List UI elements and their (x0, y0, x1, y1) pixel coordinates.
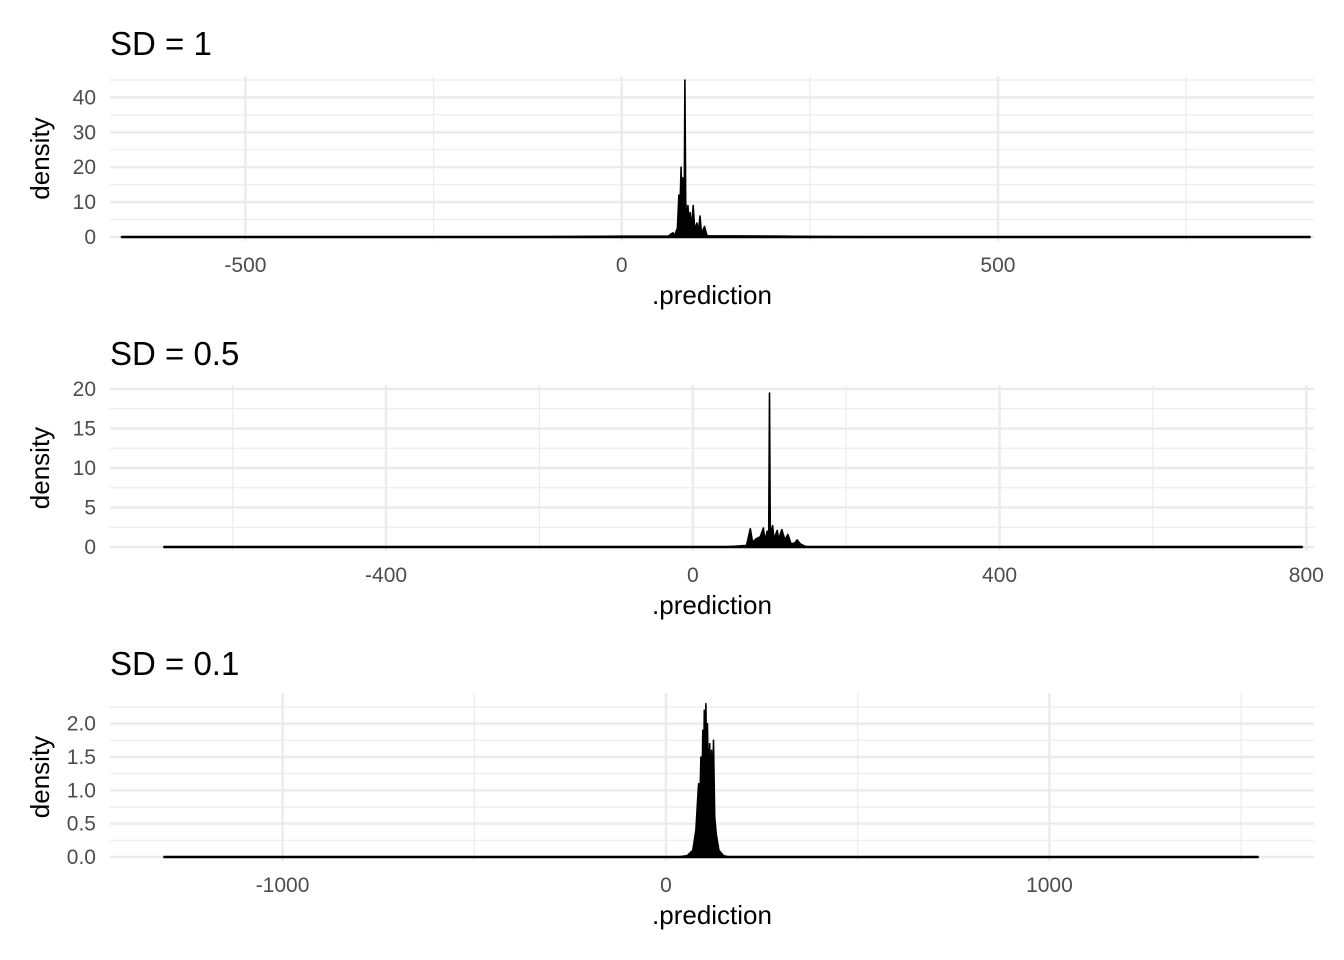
panel-3: 0.0 0.5 1.0 1.5 2.0 -1000 0 1000 SD = 0.1 .predic… (25, 645, 1314, 930)
y-axis-label: density (25, 736, 55, 818)
panel-2: 0 5 10 15 20 -400 0 400 800 SD = 0.5 .prediction de… (25, 335, 1324, 620)
x-axis-label: .prediction (652, 280, 772, 310)
y-tick-label: 5 (84, 497, 96, 520)
x-tick-label: 400 (982, 564, 1017, 587)
x-tick-label: 0 (616, 254, 628, 277)
y-tick-label: 0.5 (67, 813, 96, 836)
y-tick-label: 15 (73, 418, 96, 441)
x-tick-label: -1000 (256, 874, 310, 897)
x-tick-label: -500 (224, 254, 266, 277)
panel-title: SD = 1 (110, 25, 212, 62)
y-tick-label: 1.5 (67, 746, 96, 769)
y-axis-label: density (25, 427, 55, 509)
x-tick-label: 0 (687, 564, 699, 587)
x-tick-label: 0 (660, 874, 672, 897)
y-tick-label: 0.0 (67, 846, 96, 869)
y-tick-label: 10 (73, 191, 96, 214)
x-tick-label: -400 (365, 564, 407, 587)
y-tick-label: 0 (84, 226, 96, 249)
x-tick-label: 1000 (1026, 874, 1073, 897)
density-area (120, 79, 1311, 238)
density-area (162, 392, 1304, 548)
y-tick-label: 2.0 (67, 713, 96, 736)
x-tick-label: 800 (1289, 564, 1324, 587)
x-axis-label: .prediction (652, 590, 772, 620)
panel-title: SD = 0.5 (110, 335, 239, 372)
y-axis-label: density (25, 117, 55, 199)
y-tick-label: 30 (73, 121, 96, 144)
panel-1: 0 10 20 30 40 -500 0 500 SD = 1 .prediction densit… (25, 25, 1314, 310)
y-tick-label: 0 (84, 536, 96, 559)
x-tick-label: 500 (980, 254, 1015, 277)
y-tick-label: 20 (73, 378, 96, 401)
y-tick-label: 10 (73, 457, 96, 480)
panel-title: SD = 0.1 (110, 645, 239, 682)
y-tick-label: 1.0 (67, 779, 96, 802)
density-area (162, 702, 1260, 858)
y-tick-label: 40 (73, 86, 96, 109)
x-axis-label: .prediction (652, 900, 772, 930)
y-tick-label: 20 (73, 156, 96, 179)
